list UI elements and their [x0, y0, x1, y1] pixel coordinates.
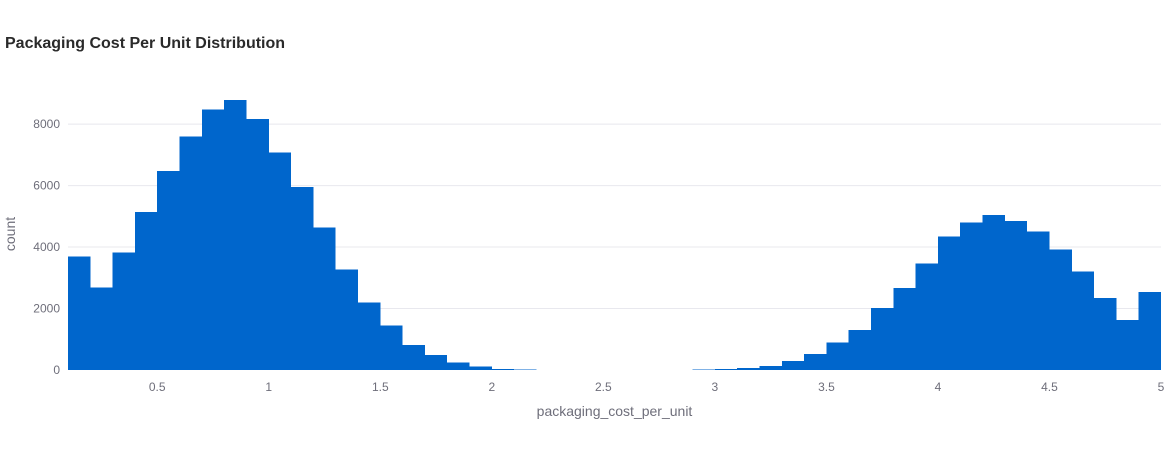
histogram-bar: [313, 227, 336, 370]
histogram-bar: [246, 119, 269, 370]
x-tick-label: 5: [1158, 380, 1165, 394]
x-tick-label: 2.5: [595, 380, 612, 394]
histogram-bar: [424, 355, 448, 370]
histogram-bar: [469, 366, 492, 370]
histogram-bar: [112, 252, 135, 370]
histogram-bar: [982, 215, 1005, 370]
histogram-bar: [1116, 320, 1139, 370]
histogram-bar: [1004, 220, 1028, 370]
histogram-bar: [915, 263, 938, 370]
y-axis-ticks: 0 2000 4000 6000 8000: [33, 117, 60, 377]
histogram-bar: [737, 368, 760, 370]
histogram-bar: [893, 287, 916, 370]
histogram-bar: [179, 136, 202, 370]
histogram-bar: [491, 368, 515, 370]
histogram-bars: [68, 100, 1161, 371]
histogram-bar: [826, 342, 849, 370]
y-tick-label: 4000: [33, 240, 60, 254]
chart-title: Packaging Cost Per Unit Distribution: [5, 35, 286, 52]
histogram-bar: [1049, 249, 1072, 370]
histogram-bar: [848, 330, 872, 370]
x-tick-label: 3.5: [818, 380, 835, 394]
histogram-bar: [357, 302, 381, 370]
histogram-bar: [402, 344, 425, 370]
histogram-bar: [224, 100, 247, 370]
histogram-bar: [134, 212, 158, 370]
histogram-bar: [380, 325, 403, 370]
x-tick-label: 1.5: [372, 380, 389, 394]
y-tick-label: 6000: [33, 179, 60, 193]
histogram-bar: [1071, 271, 1095, 370]
x-tick-label: 4: [935, 380, 942, 394]
y-tick-label: 2000: [33, 302, 60, 316]
histogram-bar: [157, 170, 180, 370]
histogram-bar: [268, 152, 292, 370]
x-tick-label: 2: [488, 380, 495, 394]
histogram-bar: [68, 256, 91, 370]
histogram-bar: [937, 236, 961, 370]
histogram-bar: [90, 287, 113, 370]
histogram-bar: [759, 366, 782, 370]
histogram-bar: [804, 354, 827, 370]
histogram-bar: [781, 360, 805, 370]
histogram-bar: [714, 369, 738, 370]
histogram-bar: [447, 362, 470, 370]
histogram-bar: [335, 269, 358, 370]
x-tick-label: 1: [265, 380, 272, 394]
y-axis-label: count: [2, 217, 18, 251]
y-tick-label: 0: [53, 363, 60, 377]
x-tick-label: 3: [712, 380, 719, 394]
histogram-bar: [1027, 231, 1050, 370]
x-tick-label: 0.5: [149, 380, 166, 394]
y-tick-label: 8000: [33, 117, 60, 131]
histogram-bar: [1138, 291, 1161, 370]
histogram-bar: [871, 307, 894, 370]
histogram-bar: [1094, 297, 1117, 370]
histogram-bar: [960, 222, 983, 370]
x-tick-label: 4.5: [1041, 380, 1058, 394]
x-axis-label: packaging_cost_per_unit: [537, 403, 693, 419]
histogram-bar: [201, 109, 225, 371]
x-axis-ticks: 0.5 1 1.5 2 2.5 3 3.5 4 4.5 5: [149, 380, 1165, 394]
histogram-bar: [291, 186, 314, 370]
